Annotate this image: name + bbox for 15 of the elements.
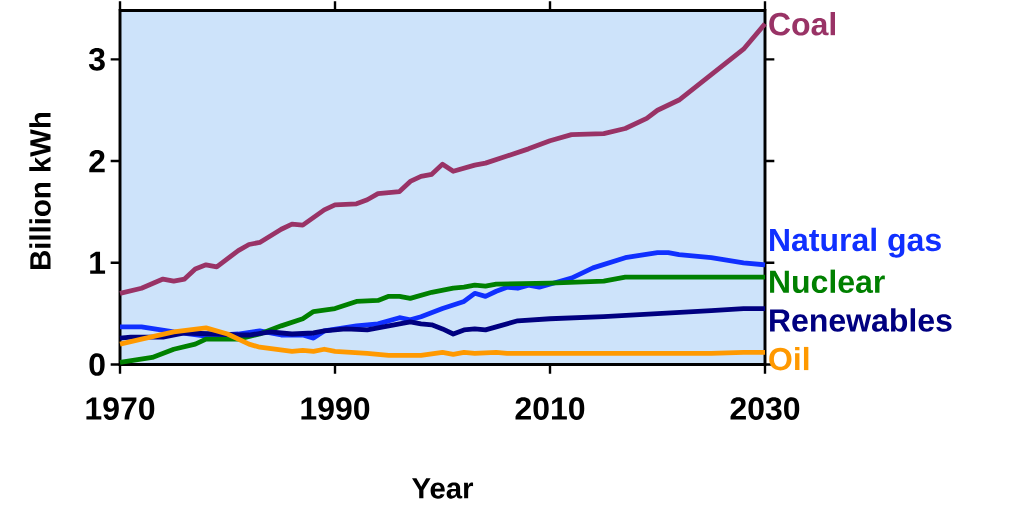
series-label: Renewables bbox=[770, 308, 952, 332]
y-tick-label: 3 bbox=[88, 48, 105, 71]
y-tick-label: 1 bbox=[90, 252, 106, 275]
y-tick-label: 0 bbox=[89, 353, 105, 377]
x-tick-label: 2010 bbox=[515, 397, 585, 421]
series-label: Natural gas bbox=[770, 227, 941, 258]
series-label: Oil bbox=[769, 347, 809, 371]
x-axis-title: Year bbox=[412, 478, 474, 499]
y-tick-label: 2 bbox=[89, 150, 105, 173]
x-tick-label: 1990 bbox=[301, 397, 370, 421]
series-label: Nuclear bbox=[770, 269, 885, 294]
series-label: Coal bbox=[769, 12, 836, 36]
x-tick-label: 2030 bbox=[730, 397, 800, 421]
y-axis-title: Billion kWh bbox=[29, 113, 51, 270]
x-tick-label: 1970 bbox=[86, 397, 155, 421]
